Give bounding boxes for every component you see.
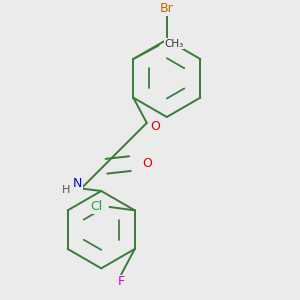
- Text: CH₃: CH₃: [164, 39, 183, 49]
- Text: N: N: [73, 177, 83, 190]
- Text: Br: Br: [160, 2, 174, 15]
- Text: Cl: Cl: [90, 200, 102, 214]
- Text: O: O: [150, 120, 160, 133]
- Text: H: H: [62, 185, 70, 195]
- Text: F: F: [118, 275, 125, 289]
- Text: O: O: [142, 157, 152, 170]
